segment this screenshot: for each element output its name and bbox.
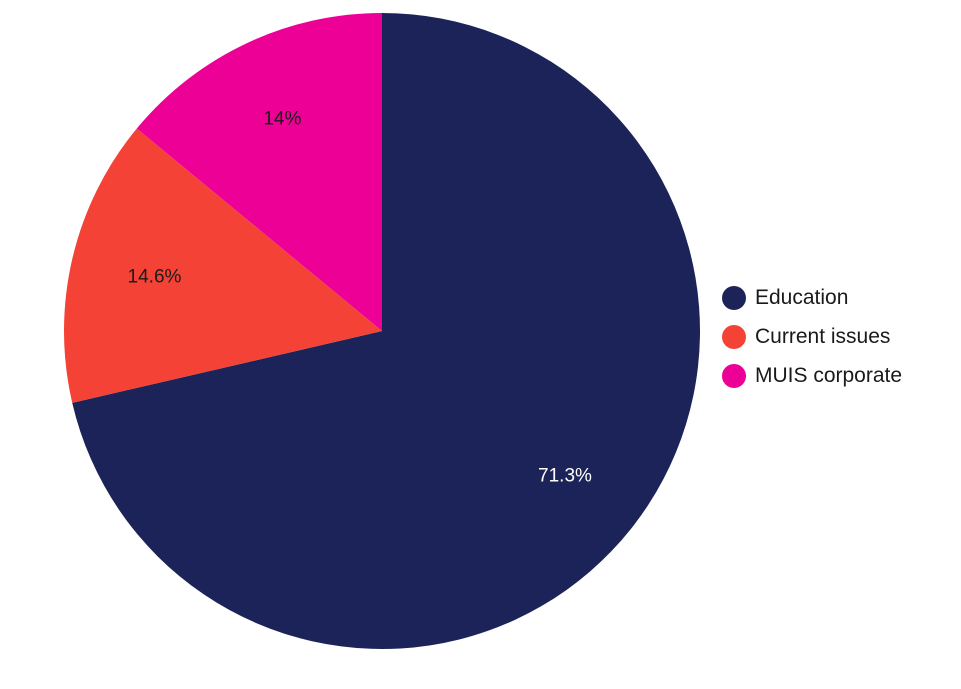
pie-value-label-muis-corporate: 14% (263, 109, 301, 130)
pie-slice-muis-corporate[interactable] (136, 13, 382, 331)
pie-slice-current-issues[interactable] (64, 128, 383, 403)
legend-swatch-muis-corporate (722, 363, 746, 388)
legend-item-education[interactable]: Education (722, 278, 902, 317)
pie-slices (64, 13, 700, 649)
pie-value-label-education: 71.3% (538, 465, 592, 486)
legend-label-current-issues: Current issues (755, 324, 891, 348)
legend-swatch-current-issues (722, 324, 746, 349)
legend-item-current-issues[interactable]: Current issues (722, 317, 902, 356)
legend-label-education: Education (755, 285, 849, 309)
legend-swatch-education (722, 285, 746, 310)
pie-value-labels: 71.3% 14.6% 14% (128, 109, 592, 487)
pie-value-label-current-issues: 14.6% (128, 266, 182, 287)
pie-slice-education[interactable] (72, 13, 700, 649)
legend-label-muis-corporate: MUIS corporate (755, 363, 903, 387)
legend: Education Current issues MUIS corporate (722, 278, 902, 395)
legend-item-muis-corporate[interactable]: MUIS corporate (722, 356, 902, 395)
